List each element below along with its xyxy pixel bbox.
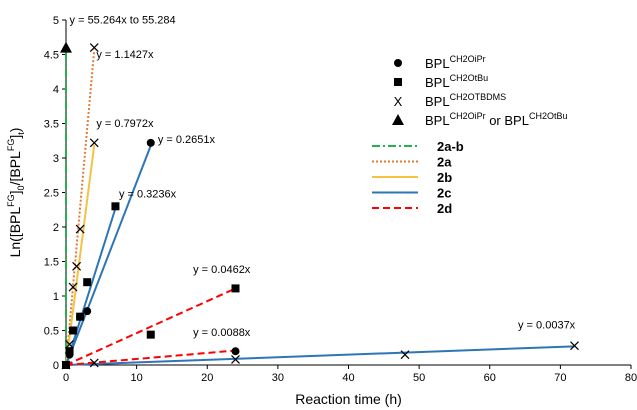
point-ipr [83, 307, 92, 316]
x-tick-label: 40 [342, 372, 354, 384]
y-tick-label: 4.5 [44, 50, 59, 62]
legend-item-line-2d: 2d [372, 201, 452, 216]
point-tbdms [68, 282, 78, 292]
point-ipr [146, 138, 155, 147]
legend-label-tbdms: BPLCH2OTBDMS [425, 92, 506, 109]
x-tick-label: 60 [484, 372, 496, 384]
point-tbdms [89, 138, 99, 148]
x-tick-label: 80 [625, 372, 637, 384]
point-tbdms-stroke [65, 339, 74, 349]
point-tbdms-stroke [61, 360, 71, 370]
legend-item-line-2c: 2c [372, 186, 451, 201]
point-tbdms-stroke [89, 358, 99, 368]
legend-item-line-2b: 2b [372, 170, 452, 185]
point-tbdms [400, 350, 410, 360]
legend: BPLCH2OiPr BPLCH2OtBu X BPLCH2OTBDMS BPLCH2O… [372, 54, 567, 216]
fit-line-2d [65, 287, 236, 366]
equation-label: y = 55.264x to 55.284 [70, 14, 176, 26]
point-tbdms-stroke [570, 341, 579, 351]
legend-item-tbdms: X BPLCH2OTBDMS [394, 92, 506, 109]
point-tbu [111, 202, 120, 211]
point-tbu [83, 278, 92, 287]
equation-label: y = 0.0088x [193, 327, 251, 339]
x-tick-label: 0 [63, 372, 69, 384]
legend-line-label: 2d [437, 201, 452, 216]
axis-titles: Reaction time (h) Ln([BPLFG]0/[BPLFG]t) [6, 128, 402, 407]
point-tbdms [75, 224, 85, 234]
point-tbdms [65, 339, 74, 349]
legend-item-line-2a-b: 2a-b [372, 139, 464, 154]
fit-line-2a [65, 49, 96, 366]
y-tick-label: 0.5 [44, 326, 59, 338]
legend-marker-x: X [394, 94, 403, 109]
legend-marker-square [394, 78, 402, 86]
equation-label: y = 1.1427x [96, 49, 154, 61]
legend-item-ipr: BPLCH2OiPr [394, 54, 486, 71]
y-tick-label: 2.5 [44, 188, 59, 200]
point-ipr [231, 347, 240, 356]
legend-line-label: 2a-b [437, 139, 464, 154]
legend-line-label: 2a [437, 155, 452, 170]
legend-item-both: BPLCH2OiPr or BPLCH2OtBu [392, 111, 567, 128]
equation-label: y = 0.3236x [119, 188, 177, 200]
point-tbdms [231, 355, 240, 364]
point-tbu [231, 284, 240, 293]
equation-label: y = 0.0462x [193, 264, 251, 276]
point-tbdms-stroke [75, 224, 85, 234]
y-tick-label: 5 [53, 15, 59, 27]
x-tick-label: 50 [413, 372, 425, 384]
y-tick-label: 0 [53, 360, 59, 372]
y-tick-label: 2 [53, 222, 59, 234]
point-tbdms-stroke [89, 43, 99, 53]
y-axis-title: Ln([BPLFG]0/[BPLFG]t) [6, 128, 26, 258]
legend-marker-triangle [392, 114, 404, 125]
point-tbdms-stroke [231, 355, 240, 364]
x-tick-label: 70 [554, 372, 566, 384]
point-tbu [69, 326, 78, 335]
point-tbu [146, 330, 155, 339]
legend-item-line-2a: 2a [372, 155, 452, 170]
legend-line-label: 2c [437, 186, 451, 201]
fit-line-2c [65, 208, 117, 366]
point-tbdms [89, 43, 99, 53]
legend-line-label: 2b [437, 170, 452, 185]
point-tbu [76, 312, 85, 321]
fit-line-2c [65, 145, 152, 366]
x-tick-label: 10 [131, 372, 143, 384]
point-tbdms-stroke [400, 350, 410, 360]
fit-line-2c [65, 345, 575, 366]
point-tbdms-stroke [68, 282, 78, 292]
y-tick-label: 3.5 [44, 119, 59, 131]
legend-item-tbu: BPLCH2OtBu [394, 73, 488, 90]
y-tick-label: 1 [53, 291, 59, 303]
legend-marker-circle [394, 59, 402, 67]
x-tick-label: 30 [272, 372, 284, 384]
x-tick-label: 20 [201, 372, 213, 384]
equation-annotations: y = 55.264x to 55.284 y = 1.1427x y = 0.79… [70, 14, 576, 339]
y-tick-label: 3 [53, 153, 59, 165]
point-tbu [65, 347, 74, 356]
point-tbdms [61, 360, 71, 370]
point-tbdms-stroke [89, 138, 99, 148]
axes: 0 10 20 30 40 50 60 70 80 0 0.5 1 1.5 2 2.5 3 3.5 4 4.5 5 [44, 15, 637, 384]
point-tbdms [72, 261, 82, 271]
equation-label: y = 0.2651x [158, 134, 216, 146]
equation-label: y = 0.7972x [96, 118, 154, 130]
x-axis-title: Reaction time (h) [295, 391, 402, 407]
point-both [60, 41, 72, 53]
legend-label-ipr: BPLCH2OiPr [425, 54, 486, 71]
legend-label-both: BPLCH2OiPr or BPLCH2OtBu [425, 111, 567, 128]
y-tick-label: 4 [53, 84, 59, 96]
legend-label-tbu: BPLCH2OtBu [425, 73, 488, 90]
equation-label: y = 0.0037x [518, 319, 576, 331]
point-tbdms-stroke [72, 261, 82, 271]
point-tbdms [570, 341, 579, 351]
y-tick-label: 1.5 [44, 257, 59, 269]
point-tbdms [89, 358, 99, 368]
data-points [60, 41, 579, 370]
